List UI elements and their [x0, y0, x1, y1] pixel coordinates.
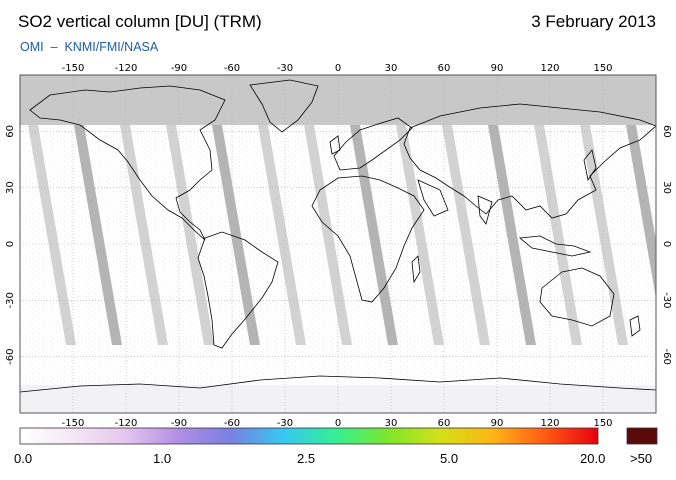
orbit-gap-swath [626, 125, 656, 299]
latitude-tick-label: 0 [5, 241, 16, 247]
latitude-labels-left: 60 30 0 -30 -60 [5, 125, 16, 365]
colorbar-label-3: 5.0 [440, 451, 459, 466]
longitude-tick-label: -120 [115, 63, 138, 74]
colorbar-overflow-swatch [626, 427, 658, 445]
longitude-tick-label: 60 [438, 418, 451, 429]
latitude-tick-label: 60 [661, 125, 672, 138]
latitude-tick-label: 60 [5, 125, 16, 138]
longitude-tick-label: 0 [335, 418, 341, 429]
orbit-gap-swath [74, 125, 122, 345]
coastlines [20, 79, 656, 393]
latitude-tick-label: -30 [661, 292, 672, 308]
longitude-tick-label: -90 [171, 63, 187, 74]
colorbar-label-0: 0.0 [14, 451, 33, 466]
latitude-tick-label: 30 [5, 181, 16, 194]
longitude-tick-label: -150 [62, 418, 85, 429]
longitude-tick-label: -120 [115, 418, 138, 429]
colorbar-label-1: 1.0 [153, 451, 172, 466]
credit-dash: – [50, 40, 58, 54]
credit-line: OMI – KNMI/FMI/NASA [20, 40, 158, 54]
longitude-tick-label: 150 [593, 418, 612, 429]
credit-institutes: KNMI/FMI/NASA [64, 40, 159, 54]
longitude-tick-label: 0 [335, 63, 341, 74]
longitude-labels-top: -150 -120 -90 -60 -30 0 30 60 90 120 150 [62, 63, 613, 74]
longitude-tick-label: -30 [277, 418, 293, 429]
map-title: SO2 vertical column [DU] (TRM) [18, 12, 262, 31]
orbit-gap-swath [350, 125, 398, 345]
longitude-tick-label: 30 [385, 63, 398, 74]
map-date: 3 February 2013 [531, 12, 656, 31]
longitude-tick-label: -30 [277, 63, 293, 74]
orbit-gap-swath [258, 125, 306, 345]
longitude-tick-label: 120 [540, 63, 559, 74]
longitude-tick-label: 150 [593, 63, 612, 74]
orbit-gap-swath [28, 125, 76, 345]
latitude-labels-right: 60 30 0 -30 -60 [661, 125, 672, 365]
longitude-tick-label: -150 [62, 63, 85, 74]
latitude-tick-label: -30 [5, 292, 16, 308]
longitude-tick-label: 60 [438, 63, 451, 74]
orbit-gap-swath [304, 125, 352, 345]
longitude-tick-label: -90 [171, 418, 187, 429]
colorbar-label-5: >50 [630, 451, 653, 466]
colorbar-label-4: 20.0 [580, 451, 606, 466]
colorbar [19, 427, 599, 445]
latitude-tick-label: -60 [5, 348, 16, 364]
graticule [20, 75, 656, 413]
orbit-gap-swath [166, 125, 214, 345]
credit-instrument: OMI [20, 40, 44, 54]
longitude-tick-label: 90 [491, 418, 504, 429]
orbit-gap-swaths [28, 125, 656, 345]
longitude-tick-label: 120 [540, 418, 559, 429]
latitude-tick-label: -60 [661, 348, 672, 364]
latitude-tick-label: 0 [661, 241, 672, 247]
orbit-gap-swath [396, 125, 444, 345]
longitude-tick-label: 90 [491, 63, 504, 74]
longitude-tick-label: -60 [224, 418, 240, 429]
orbit-gap-swath [212, 125, 260, 345]
orbit-gap-swath [488, 125, 536, 345]
longitude-tick-label: 30 [385, 418, 398, 429]
orbit-gap-swath [120, 125, 168, 345]
latitude-tick-label: 30 [661, 181, 672, 194]
orbit-gap-swath [442, 125, 490, 345]
longitude-labels-bottom: -150 -120 -90 -60 -30 0 30 60 90 120 150 [62, 418, 613, 429]
map-frame [19, 74, 657, 414]
orbit-gap-swath [534, 125, 582, 345]
longitude-tick-label: -60 [224, 63, 240, 74]
colorbar-label-2: 2.5 [297, 451, 316, 466]
